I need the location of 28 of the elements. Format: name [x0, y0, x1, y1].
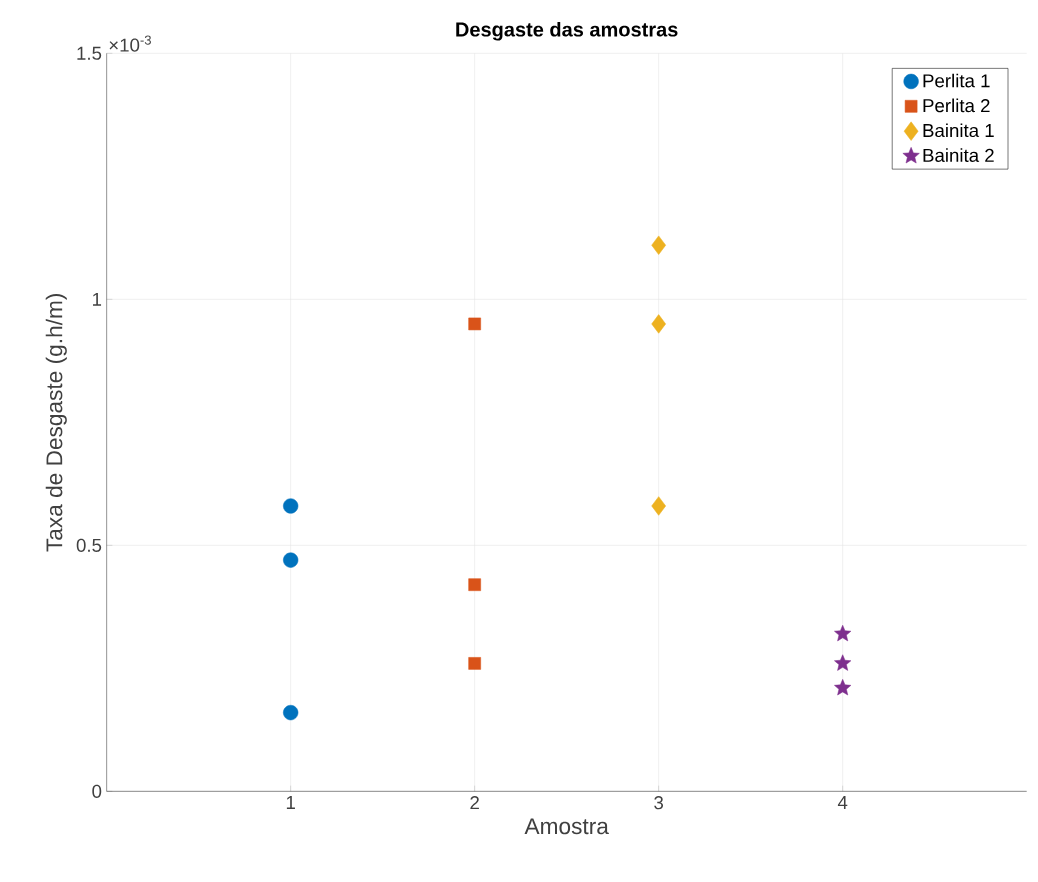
x-tick-label: 2 — [470, 796, 479, 810]
point — [283, 705, 299, 721]
point — [834, 679, 852, 696]
x-axis-title: Amostra — [524, 818, 609, 835]
y-axis-title: Taxa de Desgaste (g.h/m) — [45, 294, 67, 552]
point — [651, 235, 666, 255]
y-tick-label: 0 — [92, 784, 102, 798]
legend-label: Perlita 1 — [923, 73, 990, 88]
point — [468, 578, 481, 591]
text: ×10$^{-3}$ — [109, 35, 151, 52]
point — [468, 657, 481, 670]
y-tick-label: 0.5 — [76, 538, 102, 552]
point — [283, 552, 299, 568]
point — [651, 314, 666, 334]
point — [651, 496, 666, 516]
y-tick-label: 1 — [93, 292, 102, 306]
x-tick-label: 1 — [286, 796, 295, 809]
x-tick-label: 4 — [837, 796, 848, 809]
legend-label: Bainita 2 — [923, 148, 994, 162]
legend-label: Bainita 1 — [923, 123, 994, 138]
x-tick-label: 3 — [654, 796, 664, 810]
y-tick-label: 1.5 — [77, 46, 102, 60]
point — [283, 498, 299, 514]
point — [834, 624, 852, 642]
chart-title: Desgaste das amostras — [456, 21, 678, 41]
point — [834, 654, 852, 671]
point — [468, 317, 481, 331]
legend-label: Perlita 2 — [923, 98, 990, 113]
